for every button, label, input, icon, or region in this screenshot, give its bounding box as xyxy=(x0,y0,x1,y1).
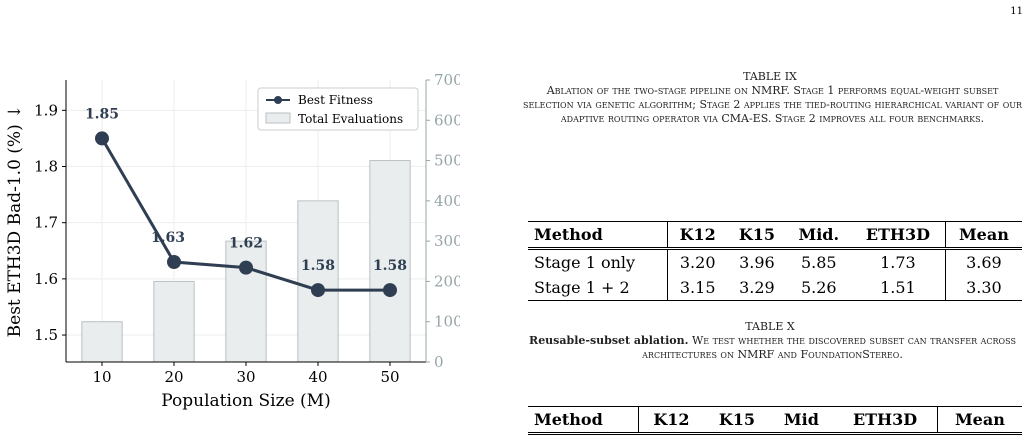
point xyxy=(95,131,109,146)
y-axis-label: Best ETH3D Bad-1.0 (%) ↓ xyxy=(5,105,25,338)
y2-tick-label: 0 xyxy=(434,353,444,371)
y2-tick-label: 500 xyxy=(434,152,460,170)
point xyxy=(383,283,397,298)
data-label: 1.58 xyxy=(301,258,335,274)
cell: 3.69 xyxy=(966,253,1002,272)
header-cell: Mid. xyxy=(786,221,852,250)
cell: 3.96 xyxy=(739,253,775,272)
y2-tick-label: 400 xyxy=(434,192,460,210)
y-tick-label: 1.5 xyxy=(34,326,58,344)
legend-marker xyxy=(274,96,282,104)
chart: 10 20 30 40 50 1.5 1.6 1.7 1.8 1.9 0 100 200 300 400 50… xyxy=(5,71,460,411)
point xyxy=(167,255,181,270)
x-axis-label: Population Size (M) xyxy=(161,391,330,411)
bar xyxy=(153,280,195,363)
header-cell: Mid xyxy=(769,406,834,435)
y2-tick-label: 700 xyxy=(434,71,460,89)
cell: 5.26 xyxy=(800,278,837,297)
cell: 1.73 xyxy=(851,248,946,275)
cell: 1.51 xyxy=(851,275,946,301)
row: Stage 1 only 3.20 3.96 5.85 1.73 3.69 xyxy=(528,248,1022,275)
header-cell: K12 xyxy=(667,221,728,250)
x-tick-label: 40 xyxy=(308,368,327,386)
cell: Stage 1 + 2 xyxy=(528,275,669,301)
y2-tick-label: 600 xyxy=(434,111,460,129)
header-cell: Method xyxy=(528,406,639,435)
cell: 3.29 xyxy=(739,278,775,297)
cell: 5.85 xyxy=(800,253,837,272)
header-cell: Mean xyxy=(937,406,1022,435)
legend-box xyxy=(257,87,419,131)
data-label: 1.58 xyxy=(373,258,407,274)
header-cell: Method xyxy=(528,221,669,250)
point xyxy=(311,283,325,298)
x-tick-label: 20 xyxy=(164,368,183,386)
cell: 3.15 xyxy=(679,278,716,297)
legend-swatch xyxy=(265,112,291,124)
y2-tick-label: 100 xyxy=(434,313,460,331)
header-row: Method K12 K15 Mid. ETH3D Mean xyxy=(528,221,1022,250)
table-caption: Ablation of the two-stage pipeline on NM… xyxy=(522,84,1023,125)
data-label: 1.85 xyxy=(85,106,119,122)
table-caption: Reusable-subset ablation. We test whethe… xyxy=(520,334,1025,362)
table: Method K12 K15 Mid. ETH3D Mean Stage 1 only 3.2… xyxy=(528,221,1022,301)
header-cell: Mean xyxy=(945,221,1022,250)
table-label: TABLE IX xyxy=(743,70,797,83)
legend-label: Best Fitness xyxy=(298,93,373,107)
x-tick-label: 50 xyxy=(380,368,399,386)
x-tick-label: 30 xyxy=(236,368,255,386)
y-tick-label: 1.6 xyxy=(34,270,58,288)
y2-tick-label: 300 xyxy=(434,232,460,250)
header-cell: ETH3D xyxy=(833,406,938,435)
bar xyxy=(369,160,411,363)
table-label: TABLE X xyxy=(745,320,795,333)
bar xyxy=(297,200,339,363)
cell: 3.30 xyxy=(966,278,1002,297)
page-number: 11 xyxy=(1010,6,1023,17)
header-cell: K12 xyxy=(638,406,705,435)
cell: Stage 1 only xyxy=(528,248,669,275)
cell: 3.20 xyxy=(679,253,716,272)
caption-text: We test whether the discovered subset ca… xyxy=(642,334,1016,361)
bar xyxy=(225,240,267,363)
y2-tick-label: 200 xyxy=(434,272,460,290)
point xyxy=(239,260,253,275)
data-label: 1.63 xyxy=(151,230,185,246)
header-cell: ETH3D xyxy=(851,221,946,250)
data-label: 1.62 xyxy=(229,236,263,252)
header-cell: K15 xyxy=(704,406,770,435)
y-tick-label: 1.7 xyxy=(34,214,58,232)
legend-label: Total Evaluations xyxy=(298,112,403,126)
bar xyxy=(81,321,123,363)
header-cell: K15 xyxy=(727,221,787,250)
x-tick-label: 10 xyxy=(92,368,111,386)
y-tick-label: 1.8 xyxy=(34,158,58,176)
caption-lead: Reusable-subset ablation. xyxy=(529,334,689,347)
row: Stage 1 + 2 3.15 3.29 5.26 1.51 3.30 xyxy=(528,275,1022,301)
y-tick-label: 1.9 xyxy=(34,101,58,119)
header-row: Method K12 K15 Mid ETH3D Mean xyxy=(528,406,1022,435)
